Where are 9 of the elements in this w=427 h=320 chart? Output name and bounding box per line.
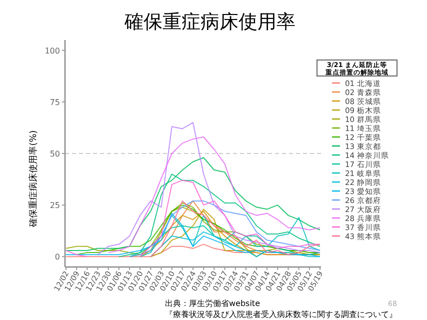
- y-tick-label: 100: [44, 46, 60, 56]
- y-tick-label: 50: [50, 150, 60, 158]
- text: 『療養状況等及び入院患者受入病床数等に関する調査について』: [165, 310, 397, 319]
- y-tick-label: 25: [50, 201, 60, 210]
- y-tick-label: 75: [50, 98, 60, 107]
- chart-title: 確保重症病床使用率: [124, 11, 296, 33]
- y-tick-label: 0: [54, 252, 60, 262]
- source-note: 出典：厚生労働省website: [165, 299, 260, 308]
- y-axis-title: 確保重症病床使用率(%): [28, 130, 39, 228]
